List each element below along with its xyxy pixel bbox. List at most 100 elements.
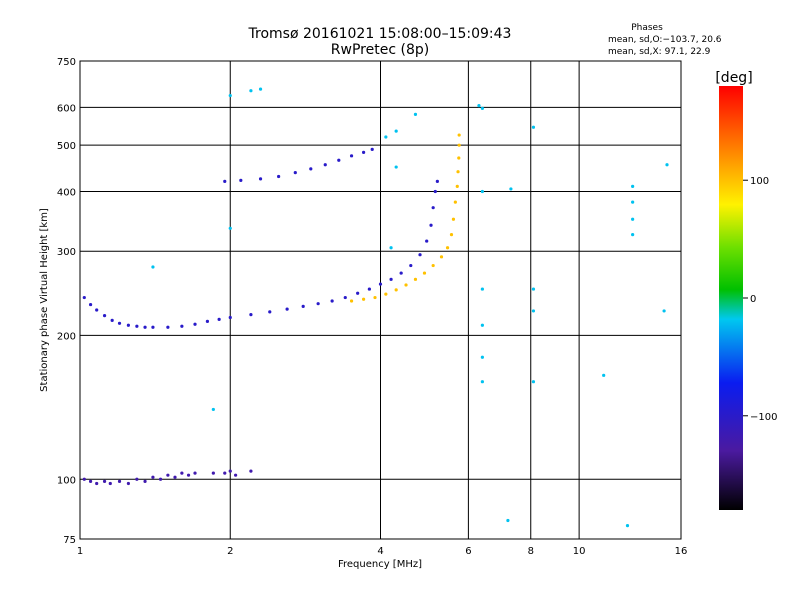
data-point: [249, 89, 253, 93]
data-point: [117, 479, 122, 483]
y-tick-label: 200: [57, 331, 76, 342]
data-point: [110, 318, 114, 322]
data-point: [394, 129, 398, 133]
data-point: [102, 314, 107, 318]
data-point: [249, 469, 253, 473]
data-point: [151, 325, 155, 329]
data-point: [425, 239, 429, 243]
phases-x-line: mean, sd,X: 97.1, 22.9: [608, 47, 711, 57]
y-tick-label: 500: [57, 141, 76, 152]
data-point: [435, 179, 439, 183]
data-point: [180, 324, 184, 328]
data-point: [228, 93, 232, 98]
data-point: [413, 277, 418, 281]
data-point: [418, 253, 422, 257]
data-point: [531, 380, 536, 384]
data-point: [404, 283, 408, 287]
data-point: [228, 469, 232, 473]
data-point: [631, 217, 635, 221]
data-point: [394, 165, 398, 169]
data-point: [323, 163, 327, 167]
data-point: [223, 179, 227, 183]
data-point: [135, 324, 139, 328]
data-point: [277, 174, 281, 179]
y-tick-label: 750: [57, 57, 76, 68]
colorbar-tick-labels: 100 0 −100: [743, 176, 777, 423]
data-point: [205, 319, 210, 323]
y-tick-labels: 75 100 200 300 400 500 600 750: [57, 57, 76, 546]
data-point: [451, 217, 456, 221]
data-point: [239, 178, 243, 182]
data-point: [143, 325, 147, 329]
data-point: [480, 323, 484, 327]
data-point: [117, 321, 122, 325]
data-point: [413, 112, 418, 116]
data-point: [662, 309, 666, 313]
y-tick-label: 400: [57, 187, 76, 198]
colorbar: [719, 86, 743, 510]
data-point: [135, 477, 139, 481]
data-point: [234, 473, 238, 477]
data-point: [228, 226, 232, 230]
data-point: [370, 147, 374, 151]
data-point: [480, 355, 484, 359]
data-point: [457, 133, 461, 137]
data-point: [151, 265, 155, 269]
x-tick-labels: 1 2 4 6 8 10 16: [77, 546, 688, 557]
data-point: [384, 292, 388, 296]
data-point: [249, 313, 253, 317]
data-point: [180, 471, 184, 475]
data-point: [95, 481, 99, 486]
data-point: [531, 287, 536, 291]
data-point: [362, 150, 366, 154]
data-point: [509, 187, 513, 191]
data-point: [384, 135, 388, 139]
data-point: [258, 87, 263, 91]
data-point: [480, 287, 484, 291]
data-point: [268, 310, 272, 314]
data-point: [211, 471, 215, 475]
data-point: [367, 287, 371, 291]
data-point: [456, 170, 460, 174]
chart-title-line1: Tromsø 20161021 15:08:00–15:09:43: [248, 26, 512, 42]
data-point: [309, 167, 313, 171]
data-point: [631, 184, 635, 188]
data-point: [126, 323, 130, 327]
data-point: [349, 299, 354, 303]
data-point: [439, 255, 444, 259]
y-tick-label: 100: [57, 475, 76, 486]
data-point: [293, 171, 297, 175]
data-point: [82, 477, 86, 481]
data-point: [453, 200, 457, 204]
y-tick-label: 300: [57, 247, 76, 258]
data-point: [166, 473, 170, 477]
data-point: [449, 232, 454, 237]
grid-lines: [80, 61, 681, 539]
colorbar-tick-label: 0: [750, 294, 756, 305]
data-point: [258, 177, 263, 181]
data-point: [217, 317, 221, 322]
data-point: [394, 288, 398, 292]
data-point: [602, 373, 606, 377]
data-point: [316, 302, 320, 306]
data-point: [228, 315, 232, 320]
y-tick-label: 600: [57, 103, 76, 114]
x-axis-label: Frequency [MHz]: [338, 559, 422, 570]
y-tick-label: 75: [63, 535, 76, 546]
data-point: [356, 291, 360, 295]
colorbar-tick-label: −100: [750, 412, 777, 423]
data-point: [631, 232, 635, 237]
x-tick-label: 16: [675, 546, 688, 557]
data-point: [143, 479, 147, 483]
data-point: [285, 307, 289, 311]
data-point: [186, 473, 191, 477]
colorbar-unit-label: [deg]: [715, 70, 752, 86]
data-point: [457, 143, 461, 147]
x-tick-label: 8: [528, 546, 534, 557]
data-point: [88, 302, 93, 307]
data-point: [455, 184, 459, 188]
data-point: [409, 263, 413, 268]
data-points: [82, 87, 669, 528]
data-point: [389, 246, 393, 250]
